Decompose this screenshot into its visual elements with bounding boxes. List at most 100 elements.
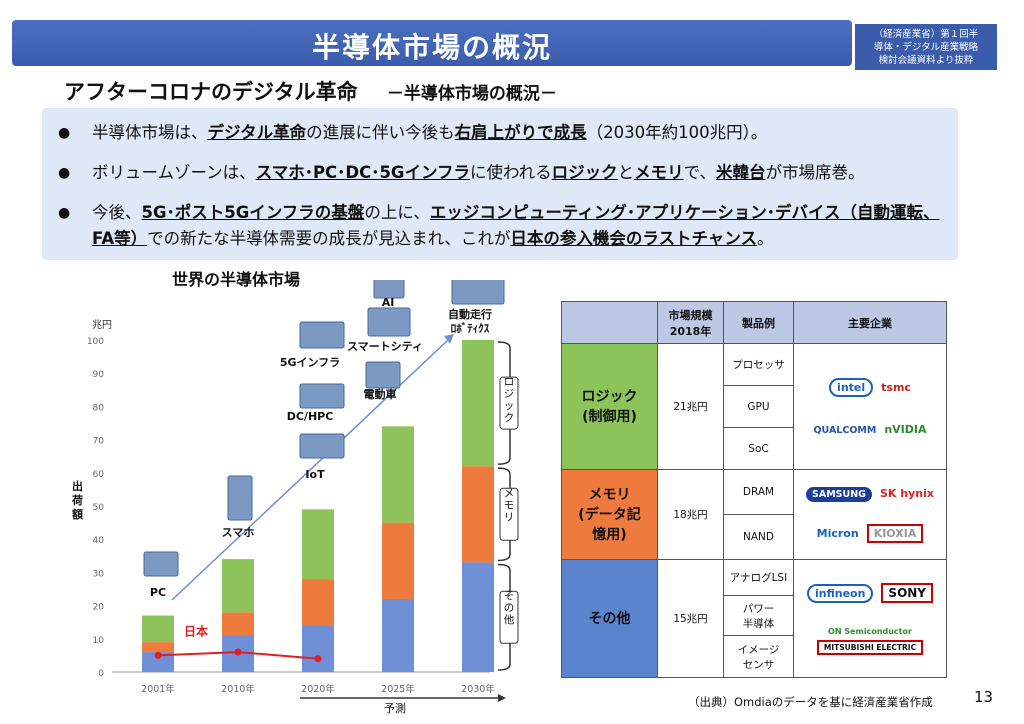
source-citation: （出典）Omdiaのデータを基に経済産業省作成	[688, 695, 933, 709]
product-cell: GPU	[723, 385, 794, 428]
segment-label: ロジック	[504, 376, 515, 424]
y-tick-label: 80	[93, 403, 105, 413]
emphasis: 5G･ポスト5Gインフラの基盤	[141, 203, 365, 222]
table-row: GPU	[562, 385, 947, 428]
text: 今後、	[92, 203, 142, 222]
japan-legend-label: 日本	[184, 623, 208, 638]
market-table: 市場規模 2018年 製品例 主要企業 ロジック (制御用) 21兆円 プロセッ…	[561, 301, 947, 678]
company-cell: intel tsmc QUALCOMM nVIDIA	[793, 343, 947, 470]
bar-segment	[222, 559, 254, 613]
size-cell: 15兆円	[657, 559, 724, 678]
bar-segment	[142, 615, 174, 643]
annotation-label: PC	[150, 586, 166, 599]
thumbnail-image	[451, 280, 505, 305]
bar-segment	[462, 340, 494, 467]
y-tick-label: 30	[93, 569, 105, 579]
emphasis: 右肩上がりで成長	[454, 123, 587, 142]
bar-segment	[302, 579, 334, 626]
thumbnail-image	[143, 551, 179, 577]
y-tick-label: 60	[93, 470, 105, 480]
annotation-label: 電動車	[364, 387, 397, 401]
growth-arrow	[171, 339, 449, 601]
x-tick-label: 2001年	[141, 683, 175, 695]
source-line: 導体・デジタル産業戦略	[873, 42, 979, 53]
segment-label-char: そ	[504, 590, 515, 602]
bullet-dot-icon: ●	[58, 165, 71, 181]
heading-main: アフターコロナのデジタル革命	[64, 80, 358, 104]
growth-arrowhead	[444, 334, 454, 344]
samsung-logo: SAMSUNG	[806, 486, 872, 502]
y-tick-label: 10	[93, 636, 105, 646]
annotation-label: 自動走行	[448, 307, 492, 321]
segment-label: メモリ	[504, 487, 515, 523]
segment-label-box	[499, 590, 519, 644]
text: （2030年約100兆円）。	[586, 123, 768, 142]
bar-segment	[382, 522, 414, 599]
table-row: NAND	[562, 514, 947, 560]
text: に使われる	[469, 163, 552, 182]
annotation-label: 5Gインフラ	[280, 356, 340, 369]
text: で、	[683, 163, 717, 182]
y-tick-label: 70	[93, 437, 105, 447]
table-header: 製品例	[723, 301, 794, 344]
annotation-label: DC/HPC	[287, 410, 334, 423]
segment-label-char: ク	[504, 412, 515, 424]
thumbnail-image	[299, 321, 345, 349]
bar-segment	[382, 598, 414, 672]
infineon-logo: infineon	[806, 583, 874, 603]
bullet-box: ● 半導体市場は、デジタル革命の進展に伴い今後も右肩上がりで成長（2030年約1…	[42, 108, 958, 260]
kioxia-logo: KIOXIA	[866, 523, 924, 543]
segment-label-char: の	[504, 602, 515, 614]
section-heading: アフターコロナのデジタル革命 －半導体市場の概況－	[64, 76, 557, 106]
bar-segment	[142, 652, 174, 672]
text: が市場席巻。	[765, 163, 865, 182]
emphasis: 米韓台	[716, 163, 766, 182]
emphasis: ロジック	[551, 163, 618, 182]
x-tick-label: 2020年	[301, 683, 335, 695]
micron-logo: Micron	[816, 526, 859, 540]
nvidia-logo: nVIDIA	[884, 422, 927, 436]
title-bar: 半導体市場の概況	[12, 20, 852, 66]
text: 半導体市場は、	[92, 123, 208, 142]
emphasis: スマホ･PC･DC･5Gインフラ	[255, 163, 470, 182]
segment-label-char: モ	[504, 499, 515, 511]
source-line: 検討会議資料より抜粋	[878, 55, 974, 66]
mitsubishi-logo: MITSUBISHI ELECTRIC	[816, 639, 924, 655]
product-cell: プロセッサ	[723, 343, 794, 386]
text: ボリュームゾーンは、	[92, 163, 256, 182]
japan-point	[314, 655, 322, 663]
onsemi-logo: ON Semiconductor	[828, 626, 912, 636]
y-tick-label: 90	[93, 370, 105, 380]
segment-label-char: ッ	[504, 400, 515, 412]
text: と	[617, 163, 635, 182]
annotation-label: スマホ	[222, 526, 255, 539]
bullet-dot-icon: ●	[58, 205, 71, 221]
sony-logo: SONY	[881, 582, 933, 603]
table-row: メモリ (データ記 憶用) 18兆円 DRAM SAMSUNG SK hynix …	[561, 469, 947, 560]
y-tick-label: 20	[93, 603, 105, 613]
table-header	[561, 301, 658, 344]
skhynix-logo: SK hynix	[879, 486, 934, 500]
segment-label-box	[499, 487, 519, 541]
text: の上に、	[364, 203, 430, 222]
segment-label-box	[499, 376, 519, 430]
bar-segment	[382, 426, 414, 523]
x-tick-label: 2010年	[221, 683, 255, 695]
qualcomm-logo: QUALCOMM	[813, 424, 877, 436]
japan-point	[154, 651, 162, 659]
y-axis-label-char: 出	[72, 479, 83, 493]
segment-label: その他	[504, 590, 515, 626]
thumbnail-image	[227, 475, 253, 521]
product-cell: SoC	[723, 427, 794, 470]
size-cell: 21兆円	[657, 343, 724, 470]
source-line: （経済産業省）第１回半	[873, 29, 979, 40]
product-cell: アナログLSI	[723, 559, 794, 596]
emphasis: 日本の参入機会のラストチャンス	[510, 229, 758, 248]
thumbnail-image	[365, 361, 401, 389]
thumbnail-image	[373, 280, 405, 299]
source-note: （経済産業省）第１回半 導体・デジタル産業戦略 検討会議資料より抜粋	[855, 24, 997, 70]
company-cell: infineon SONY ON Semiconductor MITSUBISHI …	[793, 559, 947, 678]
chart-title: 世界の半導体市場	[172, 270, 301, 289]
x-tick-label: 2030年	[461, 683, 495, 695]
